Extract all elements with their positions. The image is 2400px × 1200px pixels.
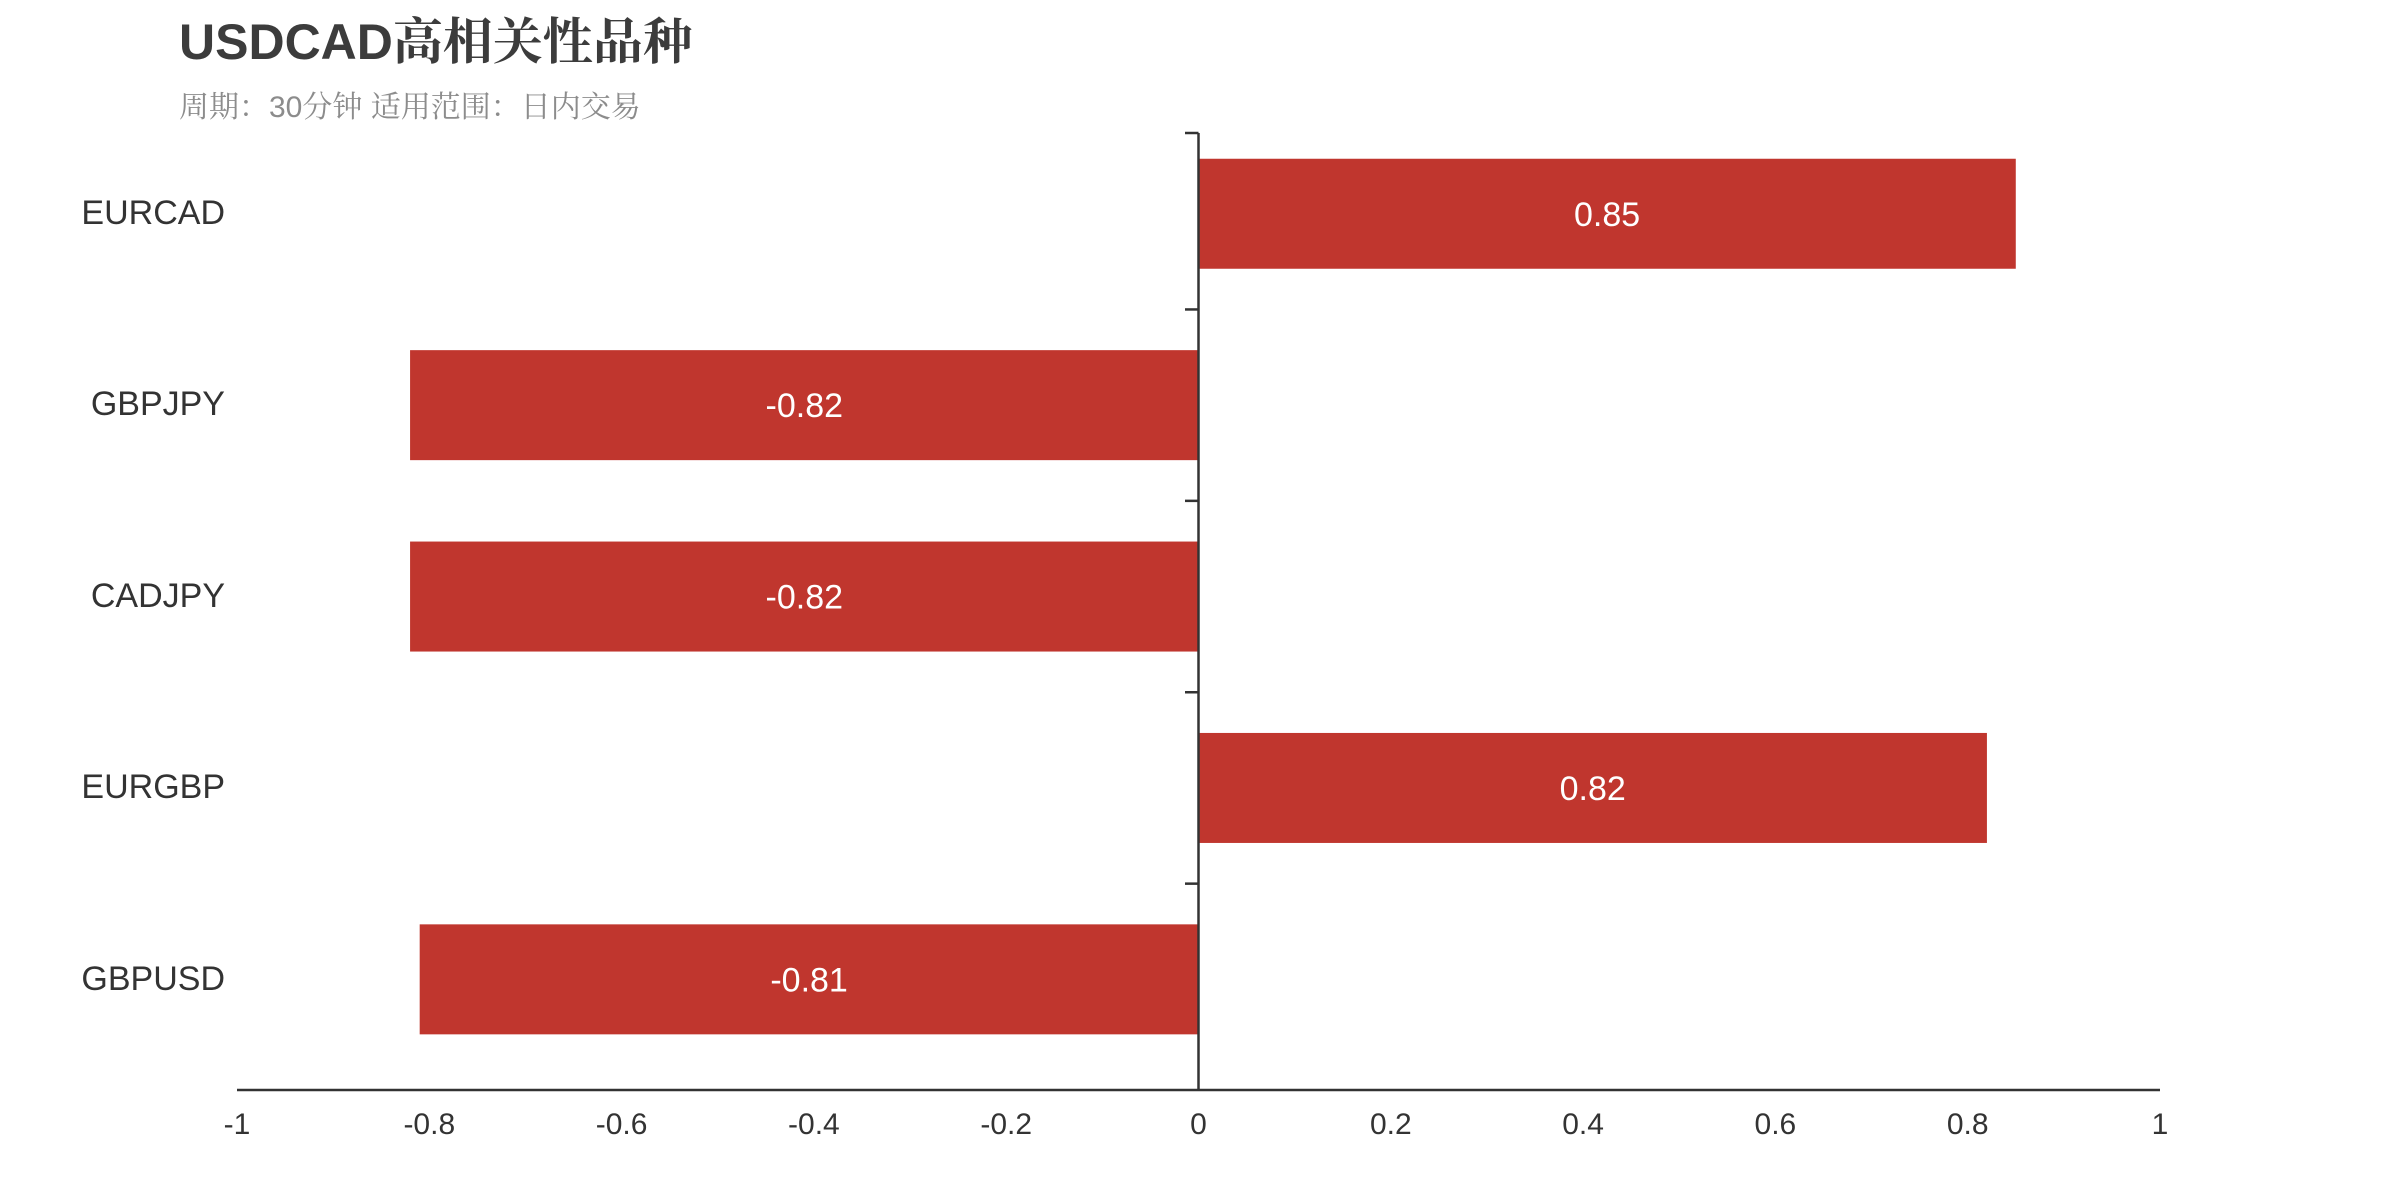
- svg-text:0.85: 0.85: [1574, 196, 1640, 234]
- svg-text:0.6: 0.6: [1755, 1108, 1797, 1141]
- svg-text:-0.82: -0.82: [766, 387, 844, 425]
- svg-text:1: 1: [2152, 1108, 2169, 1141]
- svg-text:-0.4: -0.4: [788, 1108, 840, 1141]
- svg-text:-0.81: -0.81: [770, 961, 848, 999]
- svg-text:EURCAD: EURCAD: [81, 194, 225, 232]
- svg-text:EURGBP: EURGBP: [81, 768, 225, 806]
- svg-text:-1: -1: [224, 1108, 251, 1141]
- svg-text:GBPUSD: GBPUSD: [81, 960, 225, 998]
- svg-text:0.82: 0.82: [1560, 770, 1626, 808]
- svg-text:GBPJPY: GBPJPY: [91, 385, 225, 423]
- svg-text:-0.8: -0.8: [403, 1108, 455, 1141]
- svg-text:0: 0: [1190, 1108, 1207, 1141]
- svg-text:-0.6: -0.6: [596, 1108, 648, 1141]
- svg-text:0.2: 0.2: [1370, 1108, 1412, 1141]
- svg-text:0.8: 0.8: [1947, 1108, 1989, 1141]
- svg-text:-0.2: -0.2: [980, 1108, 1032, 1141]
- svg-text:0.4: 0.4: [1562, 1108, 1604, 1141]
- svg-text:-0.82: -0.82: [766, 579, 844, 617]
- svg-text:CADJPY: CADJPY: [91, 577, 225, 615]
